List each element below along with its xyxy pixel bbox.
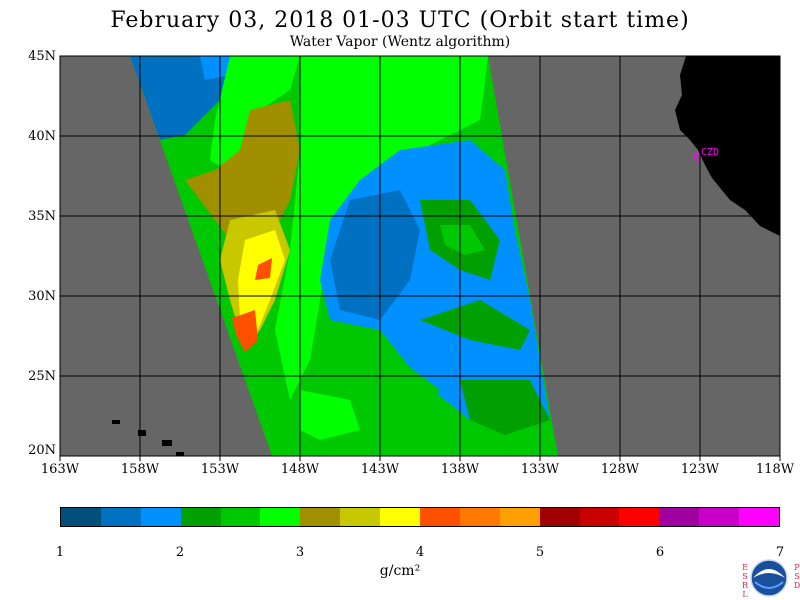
colorbar-swatch-4 [220,508,261,526]
colorbar [60,507,780,527]
lon-label-163w: 163W [40,462,80,477]
colorbar-label-3: 3 [295,545,305,560]
colorbar-swatch-2 [140,508,181,526]
axis-ticks [59,456,781,461]
colorbar-swatch-14 [619,508,660,526]
colorbar-swatch-8 [380,508,421,526]
colorbar-label-4: 4 [415,545,425,560]
lat-label-20n: 20N [28,443,56,458]
colorbar-swatch-10 [459,508,500,526]
lon-label-143w: 143W [360,462,400,477]
lon-label-138w: 138W [440,462,480,477]
noaa-logo-icon [750,559,788,597]
colorbar-swatch-9 [420,508,460,526]
map-border [59,55,781,457]
lat-label-25n: 25N [28,369,56,384]
colorbar-swatch-13 [579,508,620,526]
colorbar-label-2: 2 [175,545,185,560]
map-subtitle: Water Vapor (Wentz algorithm) [289,34,511,50]
colorbar-swatch-7 [340,508,381,526]
colorbar-swatch-5 [260,508,301,526]
colorbar-unit: g/cm² [379,563,421,579]
colorbar-swatch-12 [539,508,580,526]
colorbar-swatch-11 [499,508,540,526]
colorbar-label-6: 6 [655,545,665,560]
map-grid [60,56,780,456]
colorbar-swatch-6 [300,508,341,526]
satellite-swath [130,56,558,456]
colorbar-swatch-17 [739,508,780,526]
lat-label-45n: 45N [28,49,56,64]
colorbar-label-5: 5 [535,545,545,560]
colorbar-label-7: 7 [775,545,785,560]
lat-label-30n: 30N [28,289,56,304]
lat-label-35n: 35N [28,209,56,224]
colorbar-swatch-3 [180,508,221,526]
colorbar-swatch-15 [659,508,700,526]
colorbar-swatch-1 [100,508,141,526]
land-mass [112,56,780,456]
lon-label-123w: 123W [680,462,720,477]
lon-label-128w: 128W [600,462,640,477]
map-title: February 03, 2018 01-03 UTC (Orbit start… [110,8,690,33]
lon-label-118w: 118W [755,462,795,477]
lon-label-133w: 133W [520,462,560,477]
lon-label-148w: 148W [280,462,320,477]
station-label: CZD [701,147,719,158]
lon-label-153w: 153W [200,462,240,477]
colorbar-swatch-16 [699,508,740,526]
colorbar-label-1: 1 [55,545,65,560]
lat-label-40n: 40N [28,129,56,144]
lon-label-158w: 158W [120,462,160,477]
colorbar-swatch-0 [61,508,101,526]
